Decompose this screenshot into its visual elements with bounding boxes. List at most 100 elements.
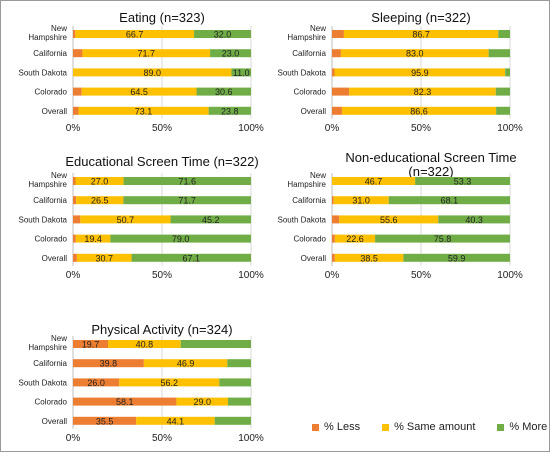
data-label-same: 55.6 [380,215,398,225]
legend: % Less % Same amount % More [312,421,547,433]
bar-same [108,340,181,348]
category-label: California [33,196,67,205]
category-label: Colorado [35,88,68,97]
bar-less [332,30,344,38]
bar-same [334,253,404,262]
bar-same [340,49,489,58]
bar-same [143,359,228,368]
data-label-same: 50.7 [117,215,135,225]
data-label-more: 23.8 [221,106,239,116]
category-label: California [292,196,326,205]
category-label: Overall [301,254,327,263]
bar-same [332,177,416,185]
category-label: California [292,49,326,58]
category-label: South Dakota [278,215,327,224]
data-label-less: 35.5 [96,416,114,426]
bar-same [73,68,232,77]
category-label: Hampshire [28,343,67,352]
bar-more [498,30,510,38]
data-label-more: 75.8 [434,234,452,244]
bar-less [73,106,79,115]
data-label-same: 22.6 [346,234,364,244]
bar-same [78,106,209,115]
x-tick-label: 0% [325,123,340,134]
bar-less [73,177,76,185]
data-label-less: 26.0 [87,378,105,388]
data-label-same: 40.8 [136,340,154,350]
bar-less [73,234,76,243]
chart-title: Physical Activity (n=324) [91,322,232,337]
x-tick-label: 100% [497,123,523,134]
data-label-same: 31.0 [352,196,370,206]
bar-more [110,234,251,243]
category-label: New [51,334,67,343]
chart-title: Eating (n=323) [119,10,205,25]
bar-more [375,234,510,243]
bar-same [334,234,376,243]
data-label-same: 95.9 [411,68,429,78]
chart-title: Sleeping (n=322) [371,10,470,25]
data-label-same: 46.9 [177,359,195,369]
legend-label-more: % More [509,421,548,433]
bar-same [81,87,197,96]
bar-more [196,87,251,96]
bar-more [210,49,251,58]
bar-same [75,234,111,243]
bar-same [339,215,439,224]
bar-more [403,253,510,262]
data-label-same: 86.6 [410,106,428,116]
bar-less [332,68,335,77]
bar-less [332,234,335,243]
data-label-more: 67.1 [183,253,201,263]
data-label-more: 11.0 [233,68,250,78]
x-tick-label: 0% [66,270,81,281]
x-tick-label: 100% [238,270,264,281]
legend-swatch-less [312,423,319,431]
bar-same [80,215,171,224]
data-label-same: 29.0 [193,397,211,407]
x-tick-label: 0% [325,270,340,281]
x-tick-label: 50% [152,270,172,281]
bar-more [123,177,251,185]
bar-less [73,30,76,38]
bar-more [131,253,251,262]
category-label: Colorado [35,235,68,244]
category-label: Hampshire [28,180,67,189]
bar-same [334,68,506,77]
data-label-more: 71.6 [179,177,197,187]
bar-less [332,87,350,96]
x-tick-label: 0% [66,433,81,444]
bar-more [227,359,251,368]
data-label-same: 64.5 [130,87,148,97]
data-label-same: 44.1 [167,416,185,426]
bar-less [332,106,342,115]
bar-less [332,49,341,58]
chart-title: Educational Screen Time (n=322) [65,154,258,169]
bar-less [73,340,109,348]
bar-more [231,68,251,77]
bar-same [349,87,496,96]
category-label: South Dakota [19,68,68,77]
data-label-same: 66.7 [126,30,144,40]
category-label: Overall [42,254,68,263]
category-label: Colorado [294,235,327,244]
legend-item-same: % Same amount [382,421,475,433]
data-label-same: 56.2 [161,378,179,388]
data-label-more: 30.6 [215,87,233,97]
x-tick-label: 0% [66,123,81,134]
bar-more [228,397,251,406]
category-label: Hampshire [287,180,326,189]
category-label: California [33,49,67,58]
x-tick-label: 100% [497,270,523,281]
data-label-same: 38.5 [360,253,378,263]
bar-same [119,378,220,387]
x-tick-label: 50% [411,270,431,281]
data-label-more: 71.7 [178,196,196,206]
bar-more [415,177,510,185]
category-label: New [51,24,67,33]
bar-more [488,49,510,58]
data-label-more: 53.3 [454,177,472,187]
bar-less [73,378,120,387]
data-label-more: 23.0 [222,49,240,59]
